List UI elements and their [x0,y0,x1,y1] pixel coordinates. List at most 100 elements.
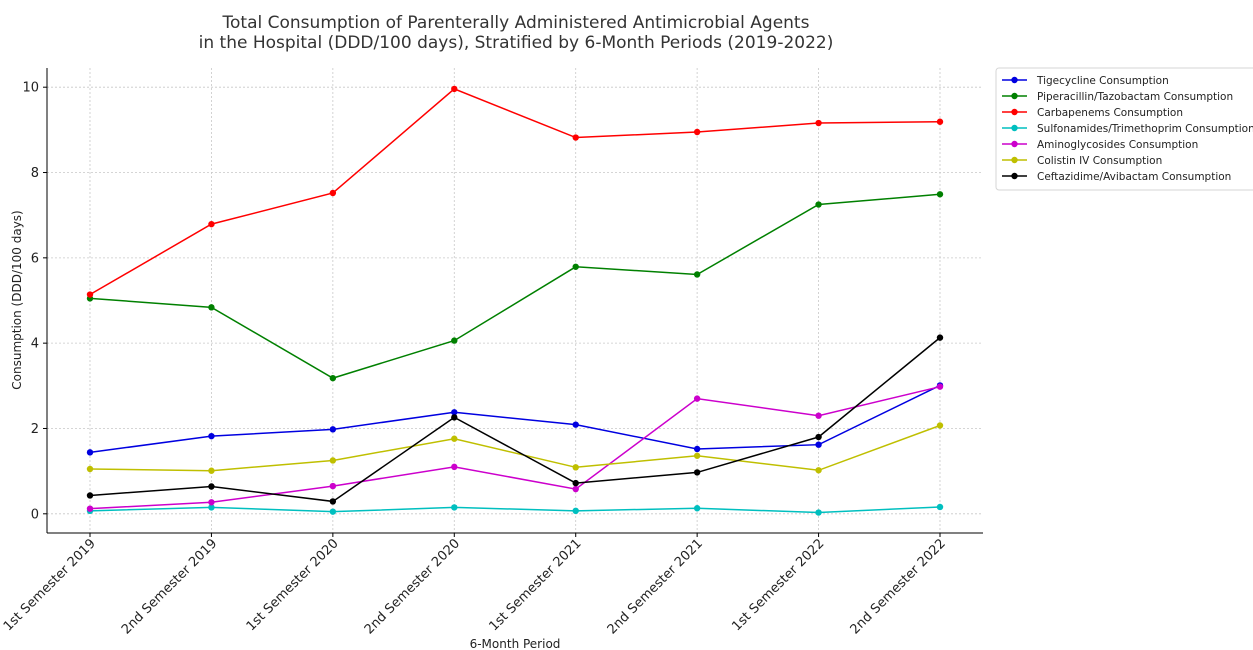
data-point [208,432,215,440]
data-point [815,467,822,474]
series-group-item [86,191,944,382]
legend-label: Ceftazidime/Avibactam Consumption [1037,171,1231,183]
data-point [451,504,458,511]
data-point [86,505,94,512]
series-line [89,88,941,296]
data-point [86,465,94,473]
data-point [208,504,215,511]
legend-swatch-marker [1011,76,1018,84]
data-point [329,426,337,433]
data-point [451,337,458,344]
data-point [329,482,337,490]
y-tick-label: 2 [31,422,39,437]
series-line [89,193,941,379]
data-point [936,191,944,198]
data-point [936,503,944,511]
y-tick-label: 0 [31,507,39,522]
legend-label: Colistin IV Consumption [1037,155,1162,167]
chart-title: Total Consumption of Parenterally Admini… [199,13,834,53]
series [86,85,944,516]
y-tick-label: 4 [31,337,39,352]
data-point [815,441,822,448]
data-point [329,189,337,197]
data-point [693,271,701,278]
chart-title-line-2: in the Hospital (DDD/100 days), Stratifi… [199,33,834,53]
x-ticks: 1st Semester 2019 2nd Semester 2019 1st Se… [1,533,949,638]
series-line [89,385,941,510]
x-tick-label: 1st Semester 2019 [1,536,99,634]
legend-label: Tigecycline Consumption [1036,75,1169,87]
data-point [572,134,579,141]
legend-item: Colistin IV Consumption [1002,155,1162,167]
data-point [572,479,579,487]
series-line [89,337,941,503]
x-axis-label: 6-Month Period [470,637,561,650]
y-tick-label: 8 [31,166,39,181]
legend-item: Ceftazidime/Avibactam Consumption [1002,171,1231,183]
data-point [208,483,215,490]
data-point [208,304,215,311]
data-point [451,85,458,93]
legend-label: Sulfonamides/Trimethoprim Consumption [1037,123,1253,135]
series-group-item [86,422,944,474]
legend-label: Aminoglycosides Consumption [1037,139,1198,151]
data-point [693,469,701,476]
x-tick-label: 1st Semester 2020 [244,536,342,634]
x-tick-label: 1st Semester 2022 [729,536,827,634]
data-point [329,498,337,505]
legend-box [995,67,1253,191]
legend-swatch-marker [1011,92,1018,100]
legend-item: Aminoglycosides Consumption [1002,139,1198,151]
data-point [936,422,944,429]
y-ticks: 0 2 4 6 8 10 [22,81,47,522]
x-tick-label: 2nd Semester 2020 [362,536,463,637]
legend-item: Tigecycline Consumption [1002,75,1169,87]
axes [46,68,983,534]
legend-swatch-marker [1011,108,1018,116]
x-tick-label: 1st Semester 2021 [487,536,585,634]
legend: Tigecycline Consumption Piperacillin/Tazo… [995,67,1253,191]
data-point [86,492,94,499]
data-point [329,374,337,382]
legend-item: Piperacillin/Tazobactam Consumption [1002,91,1233,103]
data-point [693,452,701,459]
data-point [86,291,94,298]
x-tick-label: 2nd Semester 2022 [848,536,949,637]
series-group-item [86,85,944,298]
y-axis-label: Consumption (DDD/100 days) [10,210,24,389]
series-group-item [86,382,944,456]
data-point [329,457,337,464]
data-point [451,414,458,421]
legend-swatch-marker [1011,156,1018,164]
y-tick-label: 6 [31,251,39,266]
series-line [89,384,941,454]
data-point [815,119,822,127]
data-point [815,412,822,419]
data-point [693,128,701,136]
legend-swatch-marker [1011,140,1018,148]
data-point [693,395,701,402]
data-point [572,485,579,493]
legend-swatch-marker [1011,172,1018,180]
data-point [936,118,944,125]
data-point [693,505,701,512]
x-tick-label: 2nd Semester 2021 [605,536,706,637]
legend-swatch-marker [1011,124,1018,132]
series-group-item [86,334,944,505]
data-point [86,449,94,456]
data-point [572,507,579,515]
legend-label: Piperacillin/Tazobactam Consumption [1037,91,1233,103]
series-group-item [86,383,944,512]
data-point [815,509,822,516]
data-point [693,445,701,453]
series-line [89,506,941,514]
data-point [208,467,215,474]
data-point [451,409,458,416]
chart-title-line-1: Total Consumption of Parenterally Admini… [222,13,810,33]
legend-item: Sulfonamides/Trimethoprim Consumption [1002,123,1253,135]
data-point [208,220,215,228]
data-point [329,508,337,515]
data-point [936,383,944,390]
